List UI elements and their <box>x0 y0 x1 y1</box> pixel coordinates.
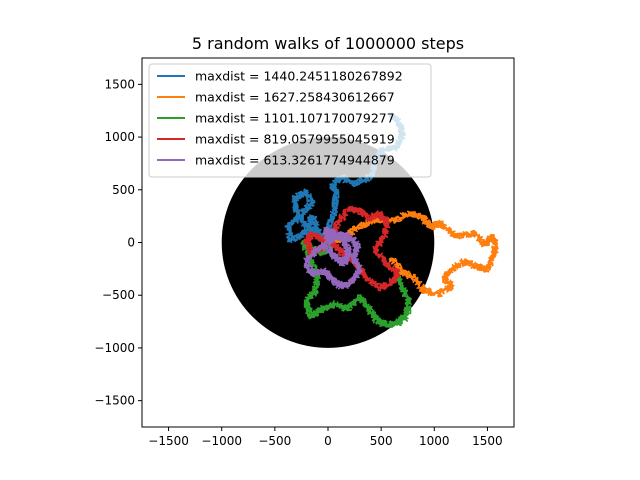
legend: maxdist = 1440.2451180267892 maxdist = 16… <box>148 63 432 178</box>
legend-label: maxdist = 819.0579955045919 <box>195 132 395 147</box>
legend-box <box>148 63 432 178</box>
y-tick-label: 1000 <box>104 130 135 144</box>
series-line-5 <box>303 226 363 290</box>
x-tick-label: 500 <box>370 434 393 448</box>
y-tick-label: −500 <box>102 288 135 302</box>
y-tick-label: 1500 <box>104 77 135 91</box>
series-line-4 <box>303 205 401 292</box>
chart-title: 5 random walks of 1000000 steps <box>192 34 464 53</box>
legend-label: maxdist = 1440.2451180267892 <box>195 69 403 84</box>
x-axis: −1500 −1000 −500 0 500 1000 1500 <box>148 427 503 448</box>
y-tick-label: 500 <box>112 183 135 197</box>
series-line-2 <box>324 210 499 298</box>
series-line-3 <box>300 239 412 329</box>
x-tick-label: 1000 <box>419 434 450 448</box>
y-tick-label: −1000 <box>94 341 135 355</box>
x-tick-label: −1500 <box>148 434 189 448</box>
legend-label: maxdist = 613.3261774944879 <box>195 153 395 168</box>
legend-label: maxdist = 1101.107170079277 <box>195 111 395 126</box>
plot-area <box>221 112 499 348</box>
x-tick-label: 0 <box>324 434 332 448</box>
x-tick-label: −1000 <box>201 434 242 448</box>
legend-label: maxdist = 1627.258430612667 <box>195 90 395 105</box>
y-tick-label: −1500 <box>94 394 135 408</box>
y-tick-label: 0 <box>127 236 135 250</box>
x-tick-label: −500 <box>258 434 291 448</box>
x-tick-label: 1500 <box>472 434 503 448</box>
y-axis: −1500 −1000 −500 0 500 1000 1500 <box>94 77 142 408</box>
